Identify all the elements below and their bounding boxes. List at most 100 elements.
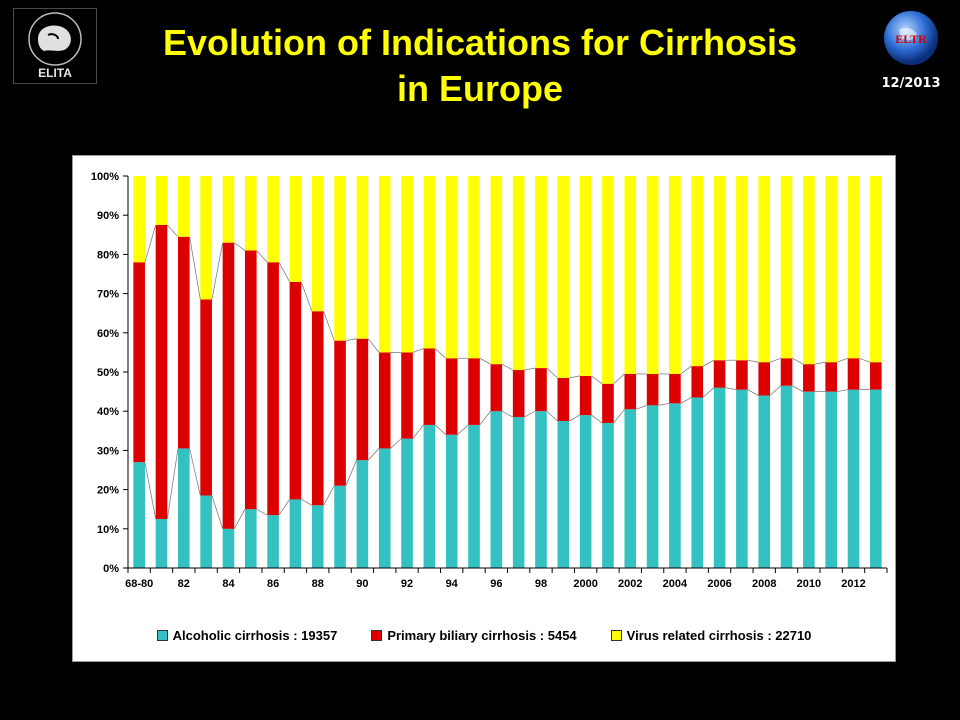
bar-alcoholic-2004: [669, 403, 681, 568]
bar-alcoholic-2013: [870, 389, 882, 568]
bar-pbc-68-80: [133, 262, 145, 463]
y-tick-label: 30%: [97, 445, 119, 457]
bar-virus-2004: [669, 176, 681, 374]
bar-pbc-90: [356, 338, 369, 461]
series-connector-line: [613, 373, 625, 385]
bar-alcoholic-86: [267, 515, 279, 568]
bar-virus-83: [200, 176, 212, 300]
page-title: Evolution of Indications for Cirrhosis i…: [95, 20, 865, 112]
bar-pbc-2013: [870, 362, 882, 390]
x-tick-label: 98: [535, 578, 547, 590]
y-tick-label: 70%: [97, 289, 119, 301]
x-tick-label: 94: [446, 578, 459, 590]
bar-virus-96: [490, 176, 503, 365]
x-tick-label: 68-80: [125, 578, 153, 590]
y-tick-label: 90%: [97, 210, 119, 222]
y-tick-label: 40%: [97, 406, 119, 418]
bar-virus-94: [445, 176, 458, 359]
bar-alcoholic-82: [178, 448, 190, 568]
legend-item-virus: Virus related cirrhosis : 22710: [610, 628, 812, 643]
y-tick-label: 100%: [91, 171, 119, 183]
series-connector-line: [233, 509, 246, 529]
series-connector-line: [680, 397, 692, 404]
y-tick-label: 50%: [97, 367, 119, 379]
x-tick-label: 2006: [707, 578, 731, 590]
series-connector-line: [256, 508, 268, 516]
bar-alcoholic-98: [535, 411, 547, 568]
bar-virus-2006: [713, 176, 726, 361]
y-tick-label: 20%: [97, 485, 119, 497]
elita-logo-text: ELITA: [38, 66, 72, 80]
bar-alcoholic-84: [222, 528, 235, 568]
elita-logo: ELITA: [13, 8, 97, 84]
series-connector-line: [144, 462, 157, 520]
bar-virus-89: [334, 176, 346, 341]
bar-virus-99: [557, 176, 570, 378]
series-connector-line: [278, 499, 290, 516]
bar-pbc-2000: [579, 375, 592, 416]
y-tick-label: 60%: [97, 328, 119, 340]
bar-alcoholic-2001: [602, 422, 614, 568]
bar-alcoholic-68-80: [133, 462, 145, 568]
bar-alcoholic-88: [311, 505, 324, 568]
bar-alcoholic-94: [445, 434, 458, 568]
bar-virus-91: [378, 176, 391, 353]
bar-virus-2000: [579, 176, 592, 376]
bar-alcoholic-92: [401, 438, 413, 568]
bar-virus-2003: [646, 176, 659, 374]
series-connector-line: [814, 361, 826, 365]
bar-alcoholic-2010: [803, 391, 815, 568]
legend-swatch-alcoholic: [156, 630, 168, 641]
bar-pbc-81: [155, 225, 168, 519]
chart-legend: Alcoholic cirrhosis : 19357 Primary bili…: [73, 628, 895, 643]
bar-pbc-93: [423, 348, 436, 425]
series-connector-line: [211, 242, 224, 300]
x-tick-label: 92: [401, 578, 413, 590]
series-connector-line: [300, 281, 313, 312]
bar-virus-2010: [803, 176, 815, 365]
bar-alcoholic-91: [378, 448, 391, 568]
bar-virus-97: [512, 176, 525, 371]
bar-alcoholic-99: [557, 421, 570, 568]
legend-label-alcoholic: Alcoholic cirrhosis : 19357: [172, 628, 338, 643]
x-tick-label: 88: [312, 578, 324, 590]
series-connector-line: [702, 359, 714, 367]
bar-alcoholic-93: [423, 424, 436, 568]
series-connector-line: [323, 485, 335, 506]
bar-pbc-94: [445, 358, 458, 435]
bar-alcoholic-2005: [691, 397, 704, 568]
bar-virus-2005: [691, 176, 704, 367]
bar-alcoholic-89: [334, 485, 346, 568]
series-connector-line: [211, 495, 224, 529]
series-connector-line: [546, 410, 558, 422]
series-connector-line: [836, 357, 848, 363]
bar-pbc-2010: [803, 364, 815, 392]
title-line-2: in Europe: [396, 68, 563, 109]
chart-panel: 0% 10% 20% 30% 40% 50% 60% 70% 80% 90% 100% 68-80 82…: [72, 155, 896, 662]
bar-virus-81: [155, 176, 168, 225]
bar-virus-88: [311, 176, 324, 312]
series-connector-line: [769, 357, 781, 363]
bar-pbc-2002: [624, 373, 637, 410]
series-connector-line: [747, 359, 759, 363]
bar-alcoholic-2008: [758, 395, 771, 568]
bar-pbc-98: [535, 368, 547, 412]
bar-pbc-2009: [780, 358, 793, 386]
bar-alcoholic-95: [468, 424, 480, 568]
legend-swatch-pbc: [371, 630, 383, 641]
bar-pbc-2011: [825, 362, 837, 392]
bar-pbc-87: [289, 281, 302, 500]
bar-pbc-2008: [758, 362, 771, 396]
bar-virus-86: [267, 176, 279, 263]
series-connector-line: [412, 424, 424, 439]
series-connector-line: [166, 448, 179, 520]
bar-virus-2012: [847, 176, 860, 359]
series-connector-line: [792, 357, 804, 365]
legend-label-virus: Virus related cirrhosis : 22710: [626, 628, 812, 643]
bar-virus-68-80: [133, 176, 145, 263]
bar-pbc-92: [401, 352, 413, 439]
series-connector-line: [323, 311, 335, 341]
x-tick-label: 2004: [663, 578, 688, 590]
bar-pbc-2003: [646, 373, 659, 406]
bar-alcoholic-2011: [825, 391, 837, 568]
